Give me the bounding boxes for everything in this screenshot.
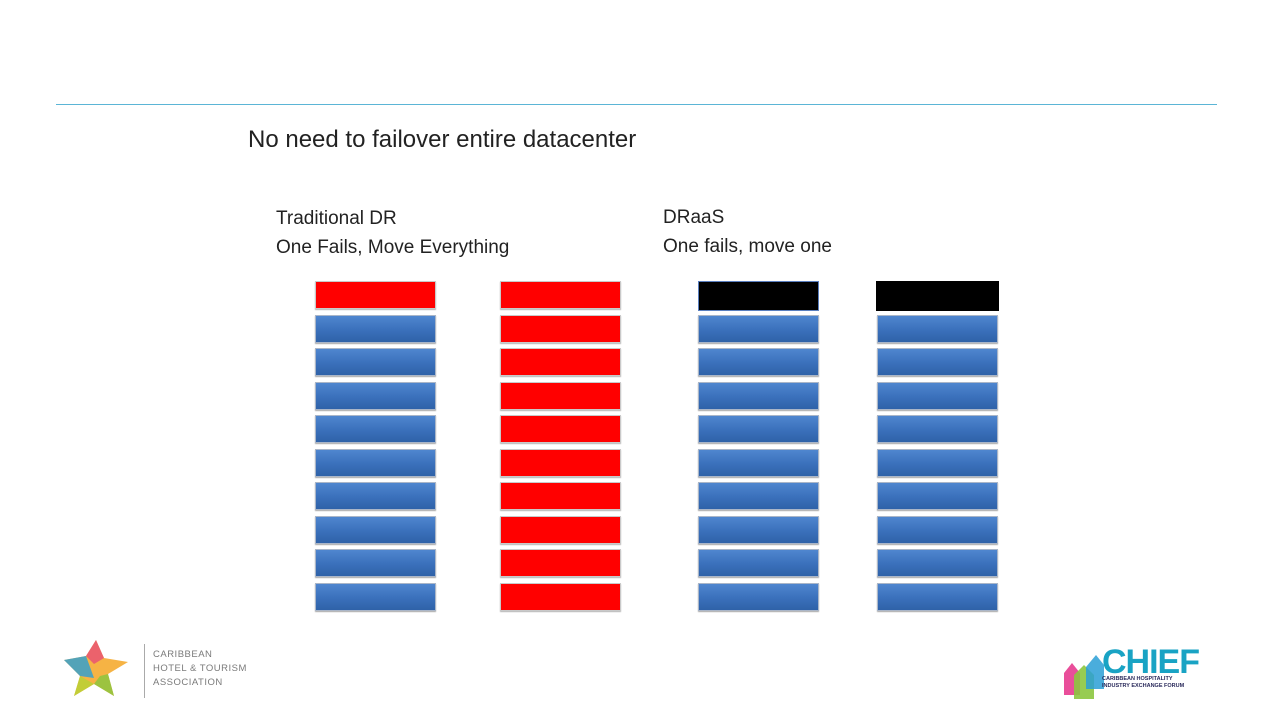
server-block [877, 382, 998, 410]
traditional-dr-label: Traditional DR One Fails, Move Everythin… [276, 204, 509, 262]
server-block [698, 415, 819, 443]
server-block [877, 415, 998, 443]
server-block [315, 482, 436, 510]
server-block [698, 315, 819, 343]
failover-server-block [500, 382, 621, 410]
failover-server-block [500, 482, 621, 510]
failed-server-block [698, 281, 819, 311]
slide-title: No need to failover entire datacenter [248, 126, 637, 153]
server-block [877, 315, 998, 343]
server-block [315, 449, 436, 477]
server-block [877, 516, 998, 544]
failed-server-block [876, 281, 999, 311]
server-block [877, 583, 998, 611]
server-block [698, 348, 819, 376]
server-block [315, 415, 436, 443]
server-block [315, 549, 436, 577]
server-block [698, 583, 819, 611]
server-block [698, 449, 819, 477]
server-block [315, 348, 436, 376]
failover-server-block [500, 583, 621, 611]
failover-server-block [500, 516, 621, 544]
draas-heading: DRaaS [663, 207, 725, 228]
failover-server-block [315, 281, 436, 309]
server-block [698, 549, 819, 577]
failover-server-block [500, 315, 621, 343]
traditional-dr-heading: Traditional DR [276, 208, 397, 229]
chta-line-3: ASSOCIATION [153, 677, 223, 688]
server-block [698, 482, 819, 510]
server-block [698, 382, 819, 410]
server-block [315, 516, 436, 544]
chief-logo-name: CHIEF [1102, 643, 1200, 681]
server-block [877, 482, 998, 510]
chta-line-1: CARIBBEAN [153, 649, 213, 660]
chta-logo-text: CARIBBEAN HOTEL & TOURISM ASSOCIATION [153, 648, 247, 690]
failover-server-block [500, 348, 621, 376]
draas-label: DRaaS One fails, move one [663, 203, 832, 261]
server-block [877, 449, 998, 477]
server-block [698, 516, 819, 544]
server-block [877, 348, 998, 376]
chief-sub-line-2: INDUSTRY EXCHANGE FORUM [1102, 682, 1185, 689]
server-block [315, 583, 436, 611]
server-block [315, 315, 436, 343]
traditional-dr-caption: One Fails, Move Everything [276, 237, 510, 258]
server-block [877, 549, 998, 577]
chief-logo-subtitle: CARIBBEAN HOSPITALITY INDUSTRY EXCHANGE … [1102, 676, 1184, 689]
header-divider [56, 104, 1217, 105]
failover-server-block [500, 449, 621, 477]
chief-sub-line-1: CARIBBEAN HOSPITALITY [1102, 676, 1173, 682]
server-block [315, 382, 436, 410]
chief-logo-icon [1064, 655, 1104, 699]
draas-caption: One fails, move one [663, 236, 832, 257]
failover-server-block [500, 415, 621, 443]
chta-line-2: HOTEL & TOURISM [153, 663, 247, 674]
failover-server-block [500, 281, 621, 309]
chta-logo-icon [64, 640, 145, 698]
failover-server-block [500, 549, 621, 577]
